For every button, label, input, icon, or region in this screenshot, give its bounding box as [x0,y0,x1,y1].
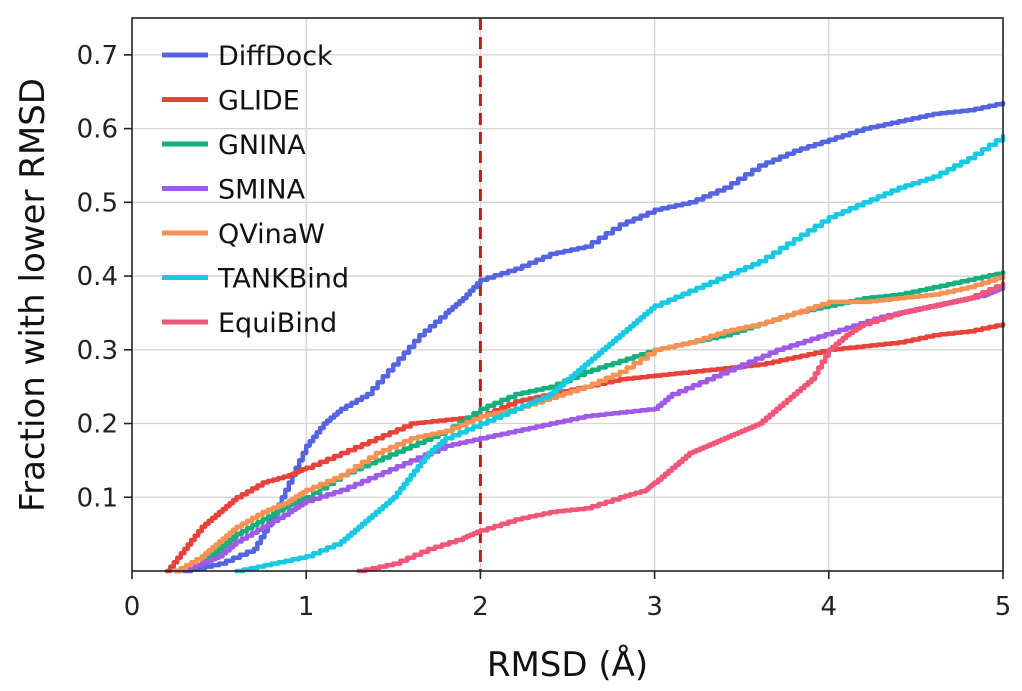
series-line-tankbind [234,133,1006,574]
legend-label-smina: SMINA [218,175,306,206]
series-line-diffdock [182,100,1006,574]
x-axis-ticks: 0 1 2 3 4 5 [124,571,1012,622]
legend-label-glide: GLIDE [218,86,300,117]
plot-frame [131,17,1004,572]
y-axis-label: Fraction with lower RMSD [13,78,53,512]
legend: DiffDock GLIDE GNINA SMINA QVinaW TANKBind Equ… [162,41,349,339]
y-tick-label: 0.1 [77,483,118,513]
series-lines [164,100,1006,574]
legend-label-qvinaw: QVinaW [218,219,325,250]
y-tick-label: 0.5 [77,188,118,218]
y-tick-label: 0.7 [77,41,118,71]
y-tick-label: 0.4 [77,262,118,292]
y-tick-label: 0.6 [77,115,118,145]
legend-label-diffdock: DiffDock [218,41,333,72]
x-tick-label: 4 [821,592,838,622]
legend-label-tankbind: TANKBind [217,264,349,295]
legend-label-gnina: GNINA [218,130,306,161]
y-tick-label: 0.2 [77,410,118,440]
x-tick-label: 1 [298,592,315,622]
x-axis-label: RMSD (Å) [487,644,648,685]
x-tick-label: 2 [472,592,489,622]
y-axis-ticks: 0.1 0.2 0.3 0.4 0.5 0.6 0.7 [77,41,132,513]
x-tick-label: 3 [646,592,663,622]
series-line-equibind [356,281,1006,574]
x-tick-label: 0 [124,592,141,622]
legend-label-equibind: EquiBind [218,308,337,339]
x-tick-label: 5 [995,592,1012,622]
y-tick-label: 0.3 [77,336,118,366]
